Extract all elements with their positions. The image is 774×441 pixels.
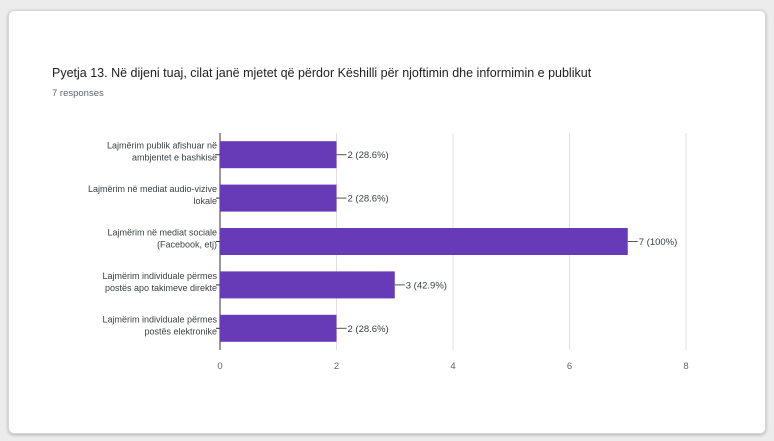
data-label: 2 (28.6%) — [348, 150, 389, 161]
question-title: Pyetja 13. Në dijeni tuaj, cilat janë mj… — [52, 66, 592, 80]
question-card — [8, 10, 766, 434]
bar — [220, 271, 395, 299]
category-label: ambjentet e bashkisë — [132, 153, 217, 163]
category-label: postës elektronike — [144, 326, 217, 336]
data-label: 7 (100%) — [639, 237, 678, 248]
category-label: (Facebook, etj) — [157, 240, 217, 250]
category-label: Lajmërim individuale përmes — [102, 271, 217, 281]
category-label: Lajmërim individuale përmes — [102, 314, 217, 324]
bar — [220, 314, 337, 342]
x-tick-label: 6 — [567, 361, 572, 372]
x-tick-label: 2 — [334, 361, 339, 372]
data-label: 3 (42.9%) — [406, 280, 447, 291]
bar — [220, 228, 628, 255]
category-label: Lajmërim në mediat audio-vizive — [88, 184, 217, 194]
data-label: 2 (28.6%) — [348, 324, 389, 335]
responses-count: 7 responses — [52, 88, 104, 99]
x-tick-label: 4 — [450, 361, 455, 372]
category-label: lokale — [193, 196, 217, 206]
category-label: postës apo takimeve direkte — [105, 283, 217, 293]
bar — [220, 141, 337, 169]
data-label: 2 (28.6%) — [348, 194, 389, 205]
x-tick-label: 8 — [683, 361, 688, 372]
category-label: Lajmërim publik afishuar në — [107, 141, 217, 151]
bar — [220, 184, 337, 212]
x-tick-label: 0 — [217, 361, 222, 372]
category-label: Lajmërim në mediat sociale — [107, 228, 217, 238]
